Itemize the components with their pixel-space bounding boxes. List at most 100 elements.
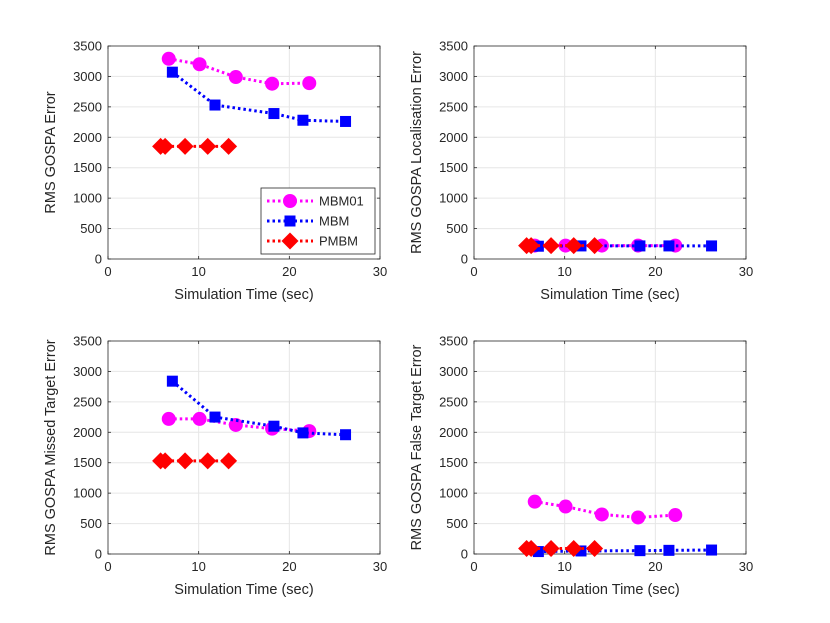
y-tick-label: 3000 bbox=[73, 69, 102, 84]
y-tick-label: 500 bbox=[446, 221, 468, 236]
data-point bbox=[558, 499, 573, 514]
y-tick-label: 1000 bbox=[439, 486, 468, 501]
x-tick-label: 10 bbox=[191, 264, 205, 279]
data-point bbox=[199, 452, 217, 470]
series-mbm bbox=[166, 66, 352, 127]
x-tick-label: 10 bbox=[557, 559, 571, 574]
chart-panel-3: 0 10 20 30 0 500 1000 1500 2000 2500 3000 3500 Simul… bbox=[43, 334, 387, 599]
series-pmbm bbox=[518, 237, 604, 255]
x-tick-label: 20 bbox=[648, 264, 662, 279]
y-tick-label: 2500 bbox=[439, 99, 468, 114]
x-tick-label: 30 bbox=[739, 559, 753, 574]
legend-label: MBM01 bbox=[319, 194, 364, 209]
y-tick-label: 0 bbox=[95, 252, 102, 267]
data-point bbox=[228, 417, 243, 432]
y-tick-label: 1000 bbox=[73, 486, 102, 501]
data-point bbox=[594, 507, 609, 522]
y-axis-label: RMS GOSPA Error bbox=[43, 91, 59, 213]
y-tick-label: 3500 bbox=[73, 334, 102, 349]
y-tick-label: 1500 bbox=[439, 160, 468, 175]
y-tick-label: 1500 bbox=[439, 455, 468, 470]
x-tick-label: 10 bbox=[557, 264, 571, 279]
data-point bbox=[586, 540, 604, 558]
data-point bbox=[706, 240, 718, 252]
data-point bbox=[527, 494, 542, 509]
legend: MBM01 MBM PMBM bbox=[260, 187, 376, 255]
series-pmbm bbox=[152, 452, 238, 470]
data-point bbox=[220, 452, 238, 470]
data-point bbox=[668, 508, 683, 523]
y-tick-label: 2000 bbox=[439, 425, 468, 440]
data-point bbox=[532, 546, 544, 558]
x-axis-label: Simulation Time (sec) bbox=[540, 582, 679, 598]
y-tick-label: 1500 bbox=[73, 455, 102, 470]
y-tick-label: 500 bbox=[80, 221, 102, 236]
data-point bbox=[522, 540, 540, 558]
y-tick-label: 1500 bbox=[73, 160, 102, 175]
x-axis-label: Simulation Time (sec) bbox=[174, 582, 313, 598]
data-point bbox=[268, 108, 280, 120]
data-point bbox=[706, 544, 718, 556]
data-point bbox=[302, 76, 317, 91]
series-pmbm bbox=[518, 540, 604, 558]
data-point bbox=[220, 137, 238, 155]
data-point bbox=[297, 427, 309, 439]
y-tick-label: 2500 bbox=[73, 394, 102, 409]
y-tick-label: 500 bbox=[446, 516, 468, 531]
y-tick-label: 0 bbox=[95, 547, 102, 562]
legend-entry-pmbm: PMBM bbox=[267, 232, 358, 250]
x-tick-label: 10 bbox=[191, 559, 205, 574]
legend-marker bbox=[284, 215, 296, 227]
data-point bbox=[663, 544, 675, 556]
y-tick-label: 3000 bbox=[439, 69, 468, 84]
y-tick-label: 1000 bbox=[73, 191, 102, 206]
data-point bbox=[199, 137, 217, 155]
data-point bbox=[268, 420, 280, 432]
data-point bbox=[634, 545, 646, 557]
legend-marker bbox=[283, 194, 297, 208]
y-tick-label: 3500 bbox=[73, 39, 102, 54]
data-point bbox=[176, 137, 194, 155]
data-point bbox=[575, 545, 587, 557]
chart-panel-1: 0 10 20 30 0 500 1000 1500 2000 2500 3000 3500 Simul… bbox=[43, 39, 387, 304]
axes-box bbox=[107, 340, 381, 555]
data-point bbox=[265, 76, 280, 91]
data-point bbox=[192, 57, 207, 72]
y-tick-label: 2000 bbox=[73, 130, 102, 145]
y-tick-label: 3500 bbox=[439, 334, 468, 349]
axes-box bbox=[473, 340, 747, 555]
x-tick-label: 30 bbox=[373, 559, 387, 574]
data-point bbox=[565, 540, 583, 558]
chart-panel-4: 0 10 20 30 0 500 1000 1500 2000 2500 3000 3500 Simul… bbox=[409, 334, 753, 599]
y-tick-label: 2500 bbox=[73, 99, 102, 114]
data-point bbox=[542, 237, 560, 255]
data-point bbox=[161, 51, 176, 66]
data-point bbox=[522, 237, 540, 255]
x-tick-label: 0 bbox=[104, 264, 111, 279]
series-pmbm bbox=[152, 137, 238, 155]
y-tick-label: 3000 bbox=[73, 364, 102, 379]
data-point bbox=[209, 411, 221, 423]
x-tick-label: 20 bbox=[282, 559, 296, 574]
x-tick-label: 20 bbox=[282, 264, 296, 279]
x-tick-label: 0 bbox=[470, 264, 477, 279]
y-axis-label: RMS GOSPA Missed Target Error bbox=[43, 339, 59, 555]
y-axis-label: RMS GOSPA Localisation Error bbox=[409, 51, 425, 254]
data-point bbox=[586, 237, 604, 255]
series-line bbox=[538, 548, 712, 554]
data-point bbox=[156, 452, 174, 470]
data-point bbox=[176, 452, 194, 470]
data-point bbox=[156, 137, 174, 155]
data-point bbox=[166, 375, 178, 387]
y-tick-label: 2000 bbox=[439, 130, 468, 145]
series-mbm bbox=[166, 375, 352, 441]
x-tick-label: 0 bbox=[104, 559, 111, 574]
series-mbm01 bbox=[527, 494, 683, 525]
y-tick-label: 0 bbox=[461, 252, 468, 267]
data-point bbox=[297, 114, 309, 126]
axes-box bbox=[473, 45, 747, 260]
x-tick-label: 30 bbox=[373, 264, 387, 279]
legend-label: MBM bbox=[319, 214, 349, 229]
legend-label: PMBM bbox=[319, 234, 358, 249]
